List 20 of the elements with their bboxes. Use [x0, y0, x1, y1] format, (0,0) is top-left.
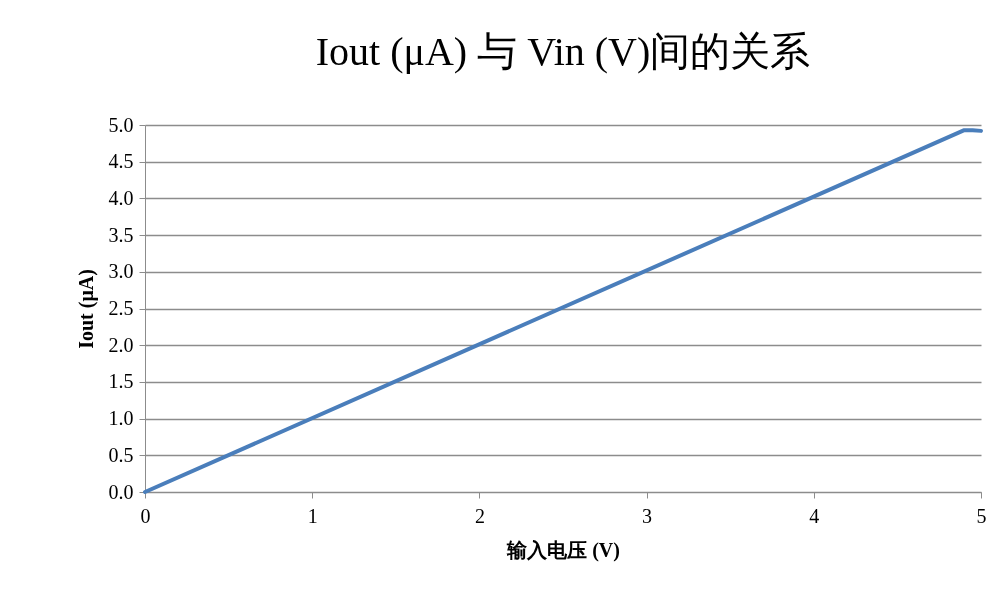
x-tick-label: 0 [140, 504, 151, 527]
x-tick-label: 5 [976, 504, 987, 527]
y-tick-label: 3.0 [108, 260, 134, 283]
y-tick-label: 1.0 [108, 407, 134, 430]
y-tick-label: 4.5 [108, 150, 134, 173]
y-tick-label: 2.5 [108, 297, 134, 319]
y-tick-label: 5.0 [108, 113, 134, 136]
y-tick-label: 0.0 [108, 480, 134, 503]
chart-title: Iout (μA) 与 Vin (V)间的关系 [315, 29, 811, 74]
x-tick-label: 3 [642, 504, 653, 527]
y-tick-label: 0.5 [108, 443, 134, 466]
y-tick-label: 1.5 [108, 370, 134, 393]
x-axis-title: 输入电压 (V) [506, 538, 620, 562]
x-tick-label: 1 [307, 504, 318, 527]
y-tick-label: 4.0 [108, 186, 134, 209]
x-tick-label: 4 [809, 504, 820, 527]
y-tick-label: 3.5 [108, 223, 134, 246]
y-tick-label: 2.0 [108, 333, 134, 356]
x-tick-label: 2 [474, 504, 485, 527]
y-axis-title: Iout (μA) [74, 269, 98, 349]
